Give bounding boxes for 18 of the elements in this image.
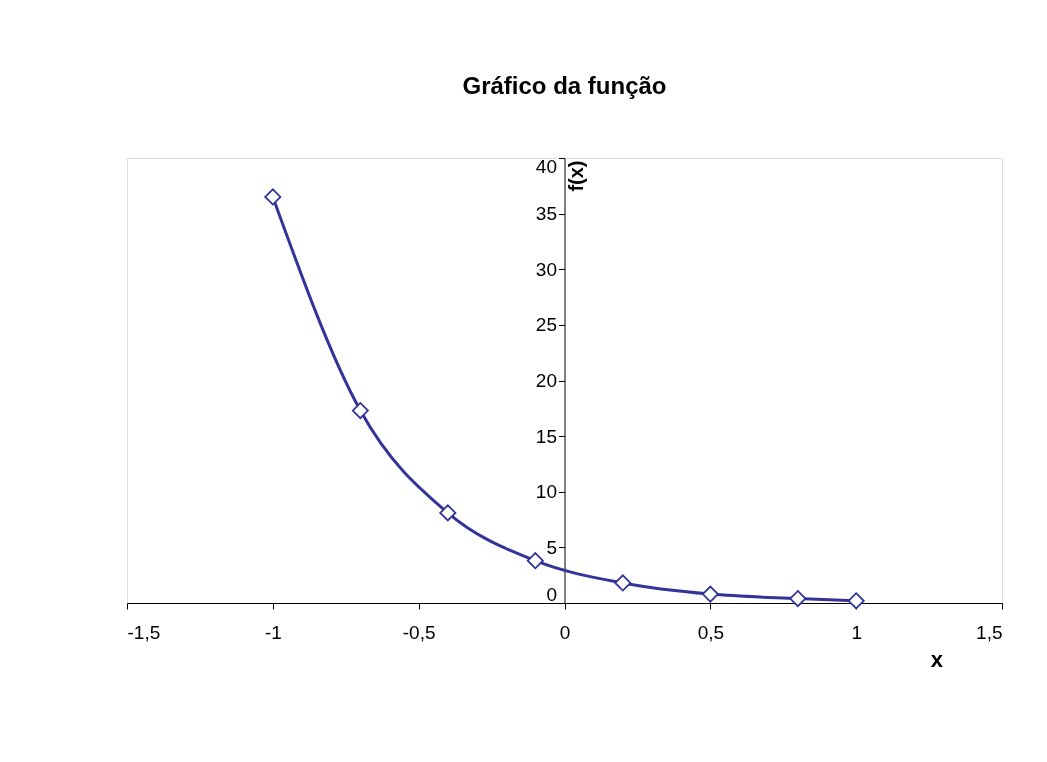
x-tick-label: -0,5 bbox=[402, 621, 436, 643]
y-tick-label: 35 bbox=[535, 203, 557, 225]
y-tick-label: 5 bbox=[546, 536, 557, 558]
y-tick-label: 20 bbox=[535, 370, 557, 391]
y-tick-label: 15 bbox=[535, 425, 557, 447]
y-tick-label: 10 bbox=[535, 481, 557, 503]
y-tick-label: 30 bbox=[535, 258, 557, 280]
x-axis-title: x bbox=[930, 646, 944, 672]
y-tick-label: 25 bbox=[535, 314, 557, 336]
x-tick-label: 1,5 bbox=[976, 621, 1003, 643]
chart-title: Gráfico da função bbox=[462, 72, 667, 99]
x-tick-label: -1,5 bbox=[127, 621, 161, 643]
x-tick-label: 0,5 bbox=[697, 621, 725, 643]
x-tick-label: -1 bbox=[264, 621, 282, 643]
y-tick-label: 40 bbox=[535, 155, 557, 177]
x-tick-label: 1 bbox=[851, 621, 862, 643]
y-tick-label: 0 bbox=[546, 583, 557, 605]
y-axis-title: f(x) bbox=[565, 160, 587, 192]
